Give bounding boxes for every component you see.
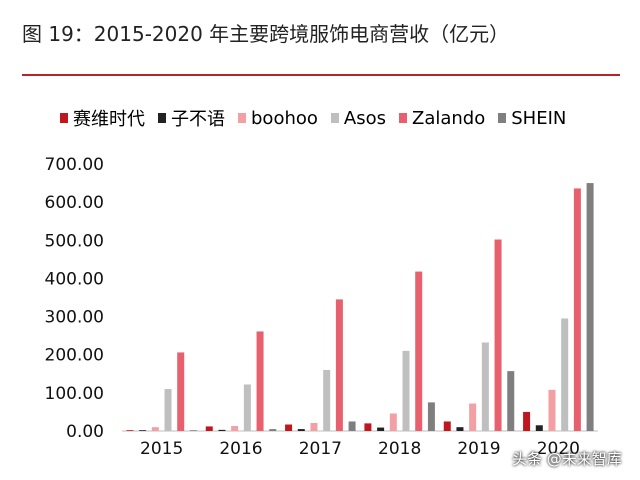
y-tick-label: 400.00 bbox=[45, 269, 104, 289]
bar bbox=[402, 350, 410, 431]
x-tick-label: 2019 bbox=[457, 439, 500, 459]
x-tick-label: 2020 bbox=[537, 439, 580, 459]
bar bbox=[523, 411, 531, 431]
legend-item: Zalando bbox=[398, 107, 486, 129]
bar bbox=[323, 369, 331, 431]
bar bbox=[151, 427, 159, 431]
bar bbox=[256, 331, 264, 431]
bar bbox=[548, 389, 556, 431]
chart-title: 图 19：2015-2020 年主要跨境服饰电商营收（亿元） bbox=[22, 22, 510, 46]
y-tick-label: 100.00 bbox=[45, 384, 104, 404]
bar bbox=[573, 188, 581, 431]
legend-label: Zalando bbox=[411, 107, 486, 129]
legend-swatch bbox=[238, 113, 246, 123]
legend-label: Asos bbox=[343, 107, 386, 129]
bar bbox=[164, 389, 172, 431]
legend-swatch bbox=[330, 113, 339, 123]
legend-label: 子不语 bbox=[171, 109, 225, 130]
legend-item: SHEIN bbox=[498, 108, 566, 129]
bar bbox=[139, 430, 147, 431]
bar bbox=[310, 422, 318, 431]
x-tick-label: 2016 bbox=[219, 439, 262, 459]
bar bbox=[456, 427, 464, 431]
bar bbox=[507, 371, 515, 431]
title-divider bbox=[22, 74, 620, 76]
bar bbox=[377, 427, 385, 431]
bar bbox=[364, 423, 372, 431]
bar bbox=[231, 426, 239, 431]
legend-label: 赛维时代 bbox=[73, 109, 145, 130]
legend-swatch bbox=[498, 113, 507, 123]
x-tick-label: 2017 bbox=[299, 439, 342, 459]
legend-item: 子不语 bbox=[158, 105, 225, 131]
legend-item: 赛维时代 bbox=[60, 105, 145, 131]
legend-label: boohoo bbox=[251, 107, 318, 129]
bar bbox=[415, 271, 423, 431]
y-tick-label: 500.00 bbox=[45, 231, 104, 251]
bar bbox=[481, 342, 489, 431]
y-tick-label: 700.00 bbox=[45, 155, 104, 175]
bar bbox=[469, 403, 477, 431]
bar bbox=[389, 413, 397, 431]
bar bbox=[243, 384, 251, 431]
bar bbox=[269, 429, 277, 431]
legend-item: Asos bbox=[330, 107, 386, 129]
y-tick-label: 300.00 bbox=[45, 308, 104, 328]
bar bbox=[335, 299, 343, 431]
bar bbox=[443, 421, 451, 431]
bar bbox=[218, 429, 226, 431]
legend-label: SHEIN bbox=[511, 107, 567, 129]
bar bbox=[189, 430, 197, 431]
bar bbox=[586, 183, 594, 431]
bar bbox=[205, 426, 213, 431]
bar bbox=[561, 318, 569, 431]
y-tick-label: 200.00 bbox=[45, 346, 104, 366]
legend-swatch bbox=[60, 113, 68, 123]
legend-swatch bbox=[158, 113, 166, 123]
bar bbox=[126, 430, 134, 431]
bar bbox=[535, 425, 543, 431]
bar bbox=[348, 421, 356, 431]
y-tick-label: 0.00 bbox=[66, 422, 104, 442]
legend-swatch bbox=[398, 113, 407, 123]
bar bbox=[285, 424, 293, 431]
bar bbox=[427, 402, 435, 431]
chart-legend: 赛维时代 子不语 boohoo Asos Zalando SHEIN bbox=[60, 106, 579, 130]
bar bbox=[494, 239, 502, 431]
x-tick-label: 2015 bbox=[140, 439, 183, 459]
bar bbox=[177, 352, 185, 431]
x-tick-label: 2018 bbox=[378, 439, 421, 459]
y-tick-label: 600.00 bbox=[45, 193, 104, 213]
watermark: 头条 @未来智库 bbox=[512, 450, 622, 468]
legend-item: boohoo bbox=[238, 108, 318, 129]
bar bbox=[297, 429, 305, 431]
